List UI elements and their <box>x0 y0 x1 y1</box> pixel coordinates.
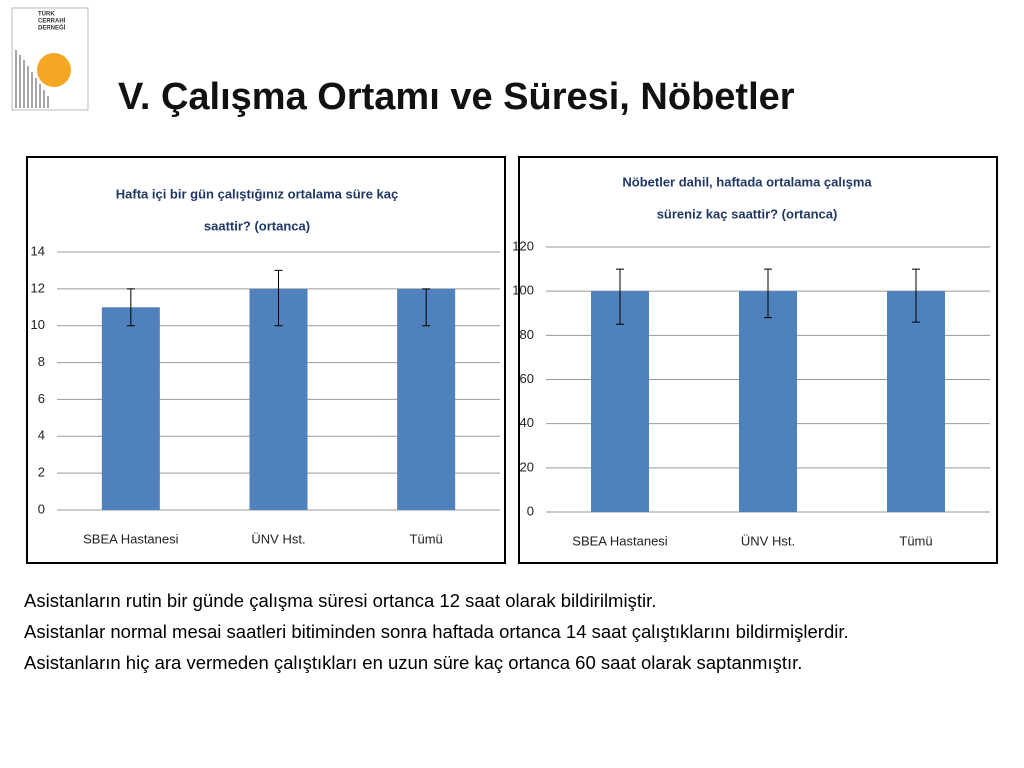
x-tick-label: Tümü <box>410 531 443 546</box>
y-tick-label: 12 <box>31 280 45 295</box>
paragraph: Asistanların hiç ara vermeden çalıştıkla… <box>24 652 803 673</box>
paragraph: Asistanların rutin bir günde çalışma sür… <box>24 590 657 611</box>
y-tick-label: 2 <box>38 465 45 480</box>
y-tick-label: 80 <box>520 327 534 342</box>
y-tick-label: 20 <box>520 459 534 474</box>
error-bar <box>616 268 624 325</box>
y-tick-label: 14 <box>31 243 45 258</box>
slide-canvas: TÜRK CERRAHİ DERNEĞİ V. Çalışma Ortamı v… <box>11 7 998 564</box>
bar <box>739 291 797 512</box>
y-tick-label: 0 <box>38 501 45 516</box>
y-tick-label: 0 <box>527 503 534 518</box>
x-tick-label: SBEA Hastanesi <box>83 531 178 546</box>
logo-stripes <box>15 50 49 108</box>
chart-title: saattir? (ortanca) <box>204 218 310 233</box>
notes: Asistanların rutin bir günde çalışma sür… <box>24 585 986 678</box>
x-tick-label: Tümü <box>899 533 932 548</box>
slide-title: V. Çalışma Ortamı ve Süresi, Nöbetler <box>118 76 795 118</box>
logo-text: CERRAHİ <box>38 18 66 25</box>
x-tick-label: SBEA Hastanesi <box>572 533 667 548</box>
logo-sun <box>37 53 71 87</box>
y-tick-label: 8 <box>38 354 45 369</box>
error-bar <box>764 268 772 319</box>
y-tick-label: 60 <box>520 371 534 386</box>
error-bar <box>126 288 135 327</box>
chart-title: süreniz kaç saattir? (ortanca) <box>657 206 838 221</box>
error-bar <box>274 269 283 327</box>
logo-text: TÜRK <box>38 11 55 18</box>
y-tick-label: 10 <box>31 317 45 332</box>
bar <box>591 291 649 512</box>
logo-text: DERNEĞİ <box>38 24 66 32</box>
error-bar <box>422 288 431 327</box>
y-tick-label: 120 <box>512 238 534 253</box>
paragraph: Asistanlar normal mesai saatleri bitimin… <box>24 621 849 642</box>
y-tick-label: 6 <box>38 391 45 406</box>
y-tick-label: 100 <box>512 283 534 298</box>
y-tick-label: 4 <box>38 428 45 443</box>
x-tick-label: ÜNV Hst. <box>251 531 305 546</box>
error-bar <box>912 268 920 323</box>
bar <box>887 291 945 512</box>
logo: TÜRK CERRAHİ DERNEĞİ <box>11 7 89 111</box>
chart-title: Nöbetler dahil, haftada ortalama çalışma <box>622 174 872 189</box>
x-tick-label: ÜNV Hst. <box>741 533 795 548</box>
y-tick-label: 40 <box>520 415 534 430</box>
bar <box>101 307 160 510</box>
chart-title: Hafta içi bir gün çalıştığınız ortalama … <box>116 186 398 201</box>
